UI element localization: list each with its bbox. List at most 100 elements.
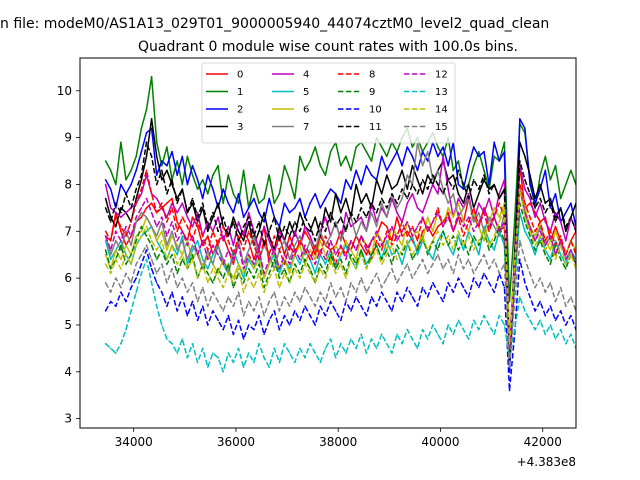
data-point-5-58 [401,263,403,265]
data-point-10-23 [222,328,224,331]
data-point-6-74 [483,239,485,242]
data-point-11-66 [442,193,444,195]
data-point-11-45 [334,225,337,228]
data-point-11-83 [529,193,531,195]
data-point-14-97 [601,263,603,265]
data-point-11-73 [478,188,480,190]
data-point-10-15 [181,296,184,298]
data-point-15-77 [498,272,501,275]
data-point-0-74 [483,207,485,209]
data-point-9-76 [493,239,496,242]
data-point-11-85 [539,197,541,200]
data-point-15-53 [375,272,378,275]
data-point-11-77 [498,197,501,200]
data-point-7-67 [447,202,450,204]
data-point-15-50 [360,277,363,279]
data-point-10-17 [191,300,194,303]
data-point-14-34 [278,286,281,289]
data-point-15-57 [396,282,398,284]
data-point-12-9 [150,211,153,214]
data-point-14-62 [421,235,424,237]
legend-label-7: 7 [303,122,309,133]
data-point-8-13 [171,207,173,209]
data-point-13-51 [365,352,368,354]
data-point-14-33 [273,268,276,270]
y-tick-label: 6 [64,271,72,285]
data-point-3-6 [135,197,137,200]
data-point-14-43 [324,277,327,279]
data-point-13-91 [570,333,572,336]
data-point-11-63 [426,188,429,190]
data-point-10-14 [176,310,178,312]
data-point-5-55 [386,239,388,242]
data-point-12-48 [350,239,352,242]
data-point-14-12 [166,258,168,261]
data-point-0-14 [176,221,178,223]
data-point-12-98 [606,324,608,326]
data-point-13-6 [135,291,137,294]
data-point-1-35 [283,164,286,167]
data-point-15-9 [150,258,153,261]
data-point-0-55 [386,225,388,228]
data-point-14-64 [432,239,434,242]
data-point-11-67 [447,179,450,181]
data-point-3-81 [519,141,521,144]
data-point-3-2 [115,225,117,228]
data-point-9-30 [258,263,260,265]
data-point-15-63 [426,272,429,275]
data-point-11-10 [155,183,158,186]
data-point-12-86 [544,244,547,247]
data-point-1-93 [580,160,582,162]
data-point-8-70 [462,235,465,237]
data-point-1-18 [196,188,199,190]
data-point-2-69 [457,183,460,186]
data-point-2-84 [534,202,536,204]
legend-box [201,62,456,144]
data-point-4-15 [181,202,184,204]
data-point-12-56 [391,225,393,228]
data-point-6-26 [237,263,240,265]
data-point-10-2 [115,305,117,308]
data-point-3-31 [263,211,265,214]
data-point-2-32 [268,197,271,200]
data-point-9-33 [273,258,276,261]
data-point-10-88 [554,319,557,322]
data-point-13-55 [386,342,388,345]
data-point-12-10 [155,225,158,228]
data-point-11-22 [217,230,219,233]
data-point-5-74 [483,225,485,228]
legend-label-0: 0 [237,70,243,81]
data-point-2-8 [145,132,148,134]
data-point-2-95 [591,198,593,200]
data-point-14-90 [565,263,567,265]
data-point-15-32 [268,300,271,303]
data-point-4-88 [554,211,557,214]
data-point-13-87 [549,324,552,326]
data-point-8-59 [406,235,409,237]
data-point-0-95 [591,259,593,261]
data-point-15-49 [355,291,357,294]
data-point-14-75 [488,244,490,247]
data-point-13-94 [585,352,587,354]
data-point-11-8 [145,141,148,144]
data-point-13-1 [109,347,112,350]
data-point-2-97 [601,231,603,233]
data-point-9-69 [457,249,460,251]
data-point-12-37 [294,249,296,251]
data-point-12-63 [426,230,429,233]
data-point-2-73 [478,155,480,158]
data-point-1-85 [539,174,541,176]
data-point-14-46 [340,263,342,265]
data-point-3-0 [104,197,107,200]
data-point-10-86 [544,314,547,317]
data-point-2-38 [299,197,301,200]
data-point-8-44 [329,249,332,251]
data-point-14-0 [104,263,107,265]
data-point-15-46 [340,286,342,289]
data-point-13-8 [145,258,148,261]
data-point-14-44 [329,258,332,261]
data-point-11-60 [411,183,414,186]
data-point-13-23 [222,371,224,373]
data-point-15-97 [601,305,603,307]
